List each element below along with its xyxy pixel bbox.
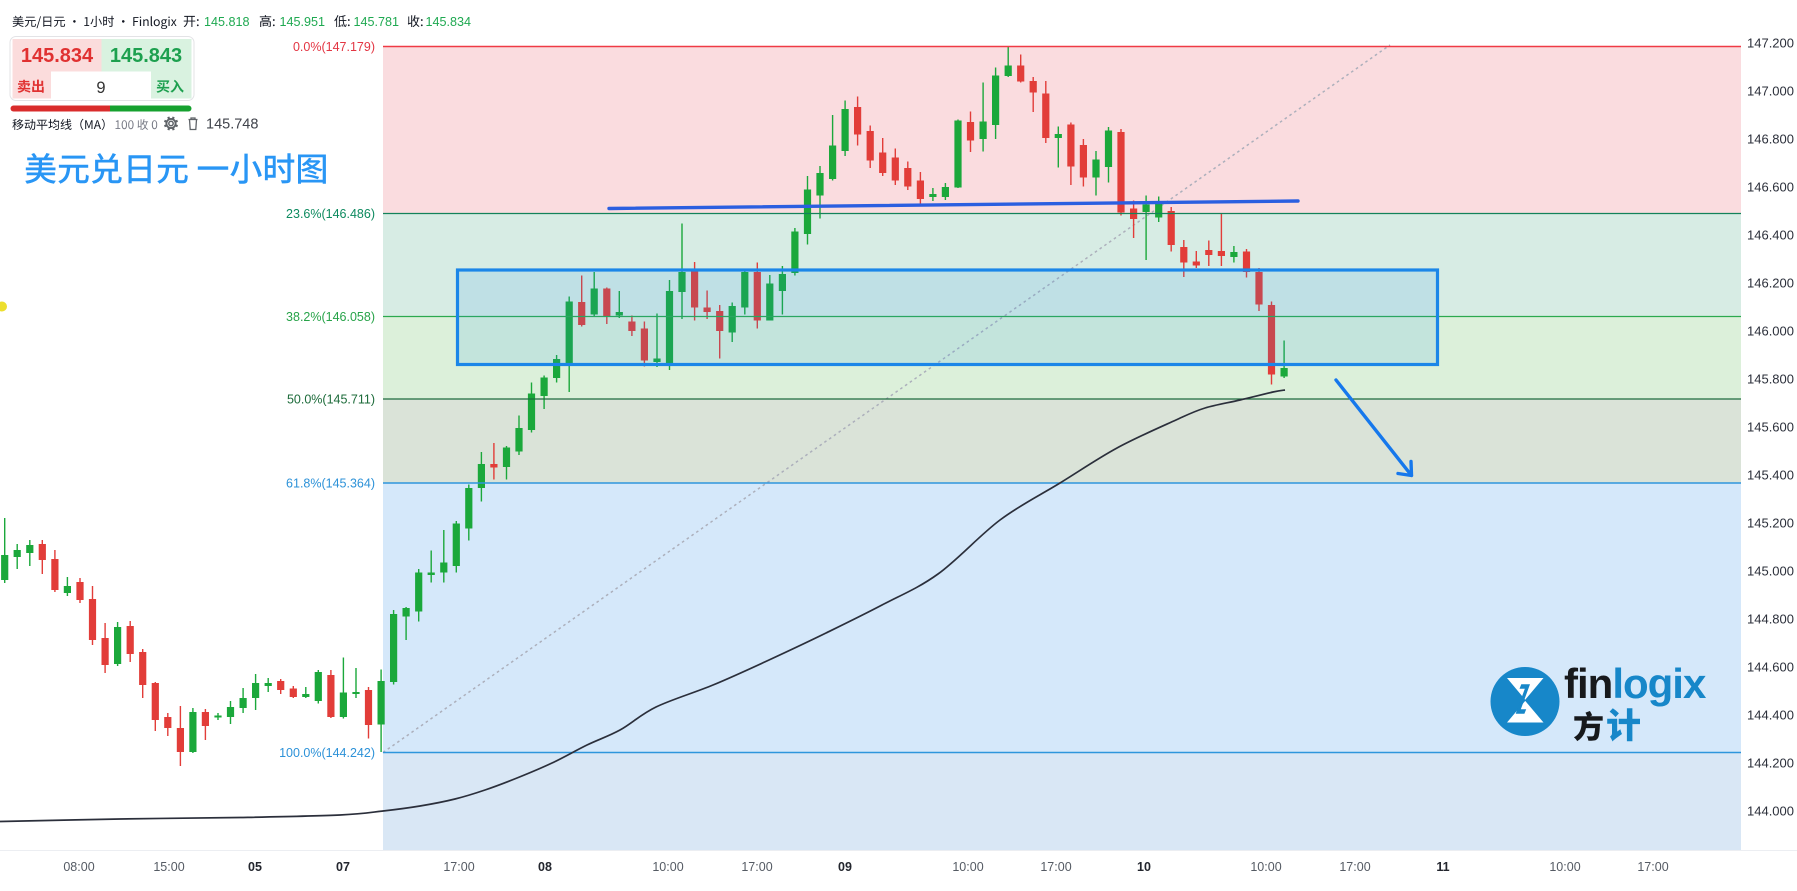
svg-text:145.800: 145.800 (1747, 372, 1794, 387)
svg-text:147.200: 147.200 (1747, 36, 1794, 51)
svg-text:17:00: 17:00 (1339, 860, 1370, 874)
svg-text:144.200: 144.200 (1747, 756, 1794, 771)
svg-text:146.800: 146.800 (1747, 132, 1794, 147)
svg-text:10:00: 10:00 (652, 860, 683, 874)
svg-text:147.000: 147.000 (1747, 84, 1794, 99)
svg-text:15:00: 15:00 (153, 860, 184, 874)
svg-text:10: 10 (1137, 860, 1151, 874)
svg-text:145.834: 145.834 (21, 45, 94, 67)
svg-text:10:00: 10:00 (1250, 860, 1281, 874)
svg-text:145.834: 145.834 (426, 15, 472, 29)
svg-text:08:00: 08:00 (63, 860, 94, 874)
svg-text:145.600: 145.600 (1747, 420, 1794, 435)
svg-text:61.8%(145.364): 61.8%(145.364) (286, 477, 375, 491)
svg-text:145.951: 145.951 (280, 15, 326, 29)
svg-text:145.781: 145.781 (354, 15, 400, 29)
svg-text:146.200: 146.200 (1747, 276, 1794, 291)
svg-text:09: 09 (838, 860, 852, 874)
svg-text:10:00: 10:00 (1549, 860, 1580, 874)
svg-text:9: 9 (96, 79, 105, 97)
svg-text:17:00: 17:00 (741, 860, 772, 874)
svg-text:145.818: 145.818 (204, 15, 250, 29)
svg-text:144.800: 144.800 (1747, 612, 1794, 627)
svg-text:0.0%(147.179): 0.0%(147.179) (293, 40, 375, 54)
svg-text:05: 05 (248, 860, 262, 874)
svg-text:08: 08 (538, 860, 552, 874)
svg-text:11: 11 (1436, 860, 1449, 874)
svg-text:146.400: 146.400 (1747, 228, 1794, 243)
svg-text:38.2%(146.058): 38.2%(146.058) (286, 310, 375, 324)
svg-text:144.000: 144.000 (1747, 804, 1794, 819)
svg-text:145.843: 145.843 (110, 45, 182, 67)
svg-text:146.600: 146.600 (1747, 180, 1794, 195)
svg-text:144.400: 144.400 (1747, 708, 1794, 723)
svg-text:144.600: 144.600 (1747, 660, 1794, 675)
svg-text:50.0%(145.711): 50.0%(145.711) (287, 393, 375, 407)
svg-text:17:00: 17:00 (443, 860, 474, 874)
svg-text:145.748: 145.748 (206, 117, 258, 133)
svg-text:145.000: 145.000 (1747, 564, 1794, 579)
svg-text:finlogix: finlogix (1564, 660, 1707, 707)
svg-text:17:00: 17:00 (1637, 860, 1668, 874)
svg-text:23.6%(146.486): 23.6%(146.486) (286, 207, 375, 221)
svg-text:17:00: 17:00 (1040, 860, 1071, 874)
svg-text:07: 07 (336, 860, 350, 874)
svg-text:145.400: 145.400 (1747, 468, 1794, 483)
svg-text:146.000: 146.000 (1747, 324, 1794, 339)
svg-text:100.0%(144.242): 100.0%(144.242) (279, 746, 375, 760)
svg-text:145.200: 145.200 (1747, 516, 1794, 531)
svg-text:10:00: 10:00 (952, 860, 983, 874)
